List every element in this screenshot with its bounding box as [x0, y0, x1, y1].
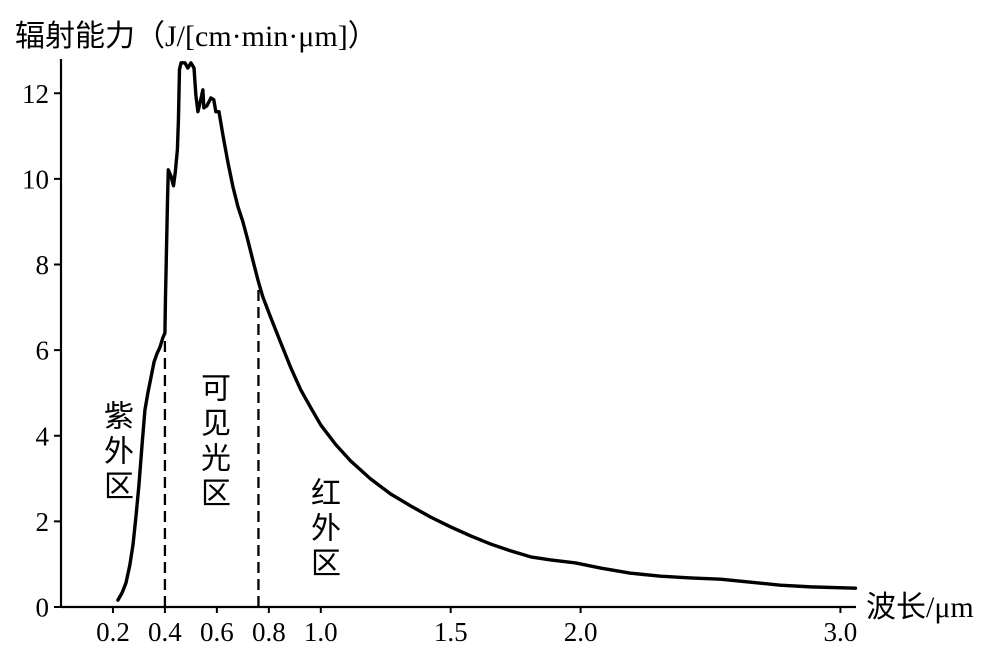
x-tick-label: 0.6: [200, 617, 234, 647]
x-tick-label: 1.0: [304, 617, 338, 647]
x-tick-label: 0.2: [96, 617, 130, 647]
y-tick-label: 2: [36, 507, 50, 537]
y-tick-label: 0: [36, 593, 50, 623]
region-label-visible: 可见光区: [196, 372, 229, 512]
x-tick-label: 0.8: [252, 617, 286, 647]
x-tick-label: 1.5: [434, 617, 468, 647]
x-tick-label: 3.0: [824, 617, 858, 647]
y-axis-ticks: 0 2 4 6 8 10 12: [22, 79, 61, 623]
y-tick-label: 10: [22, 164, 49, 194]
y-tick-label: 6: [36, 336, 50, 366]
y-axis-title: 辐射能力（J/[cm·min·μm]）: [15, 20, 378, 53]
radiation-curve: [116, 61, 858, 602]
x-axis-title: 波长/μm: [866, 591, 974, 624]
x-tick-label: 2.0: [564, 617, 598, 647]
y-tick-label: 4: [36, 421, 50, 451]
y-tick-label: 8: [36, 250, 50, 280]
x-axis-ticks: 0.2 0.4 0.6 0.8 1.0 1.5 2.0 3.0: [96, 607, 857, 647]
x-tick-label: 0.4: [148, 617, 182, 647]
y-tick-label: 12: [22, 79, 49, 109]
region-label-infrared: 红外区: [306, 477, 339, 582]
region-boundary-lines: [163, 281, 260, 607]
region-label-ultraviolet: 紫外区: [99, 400, 132, 505]
